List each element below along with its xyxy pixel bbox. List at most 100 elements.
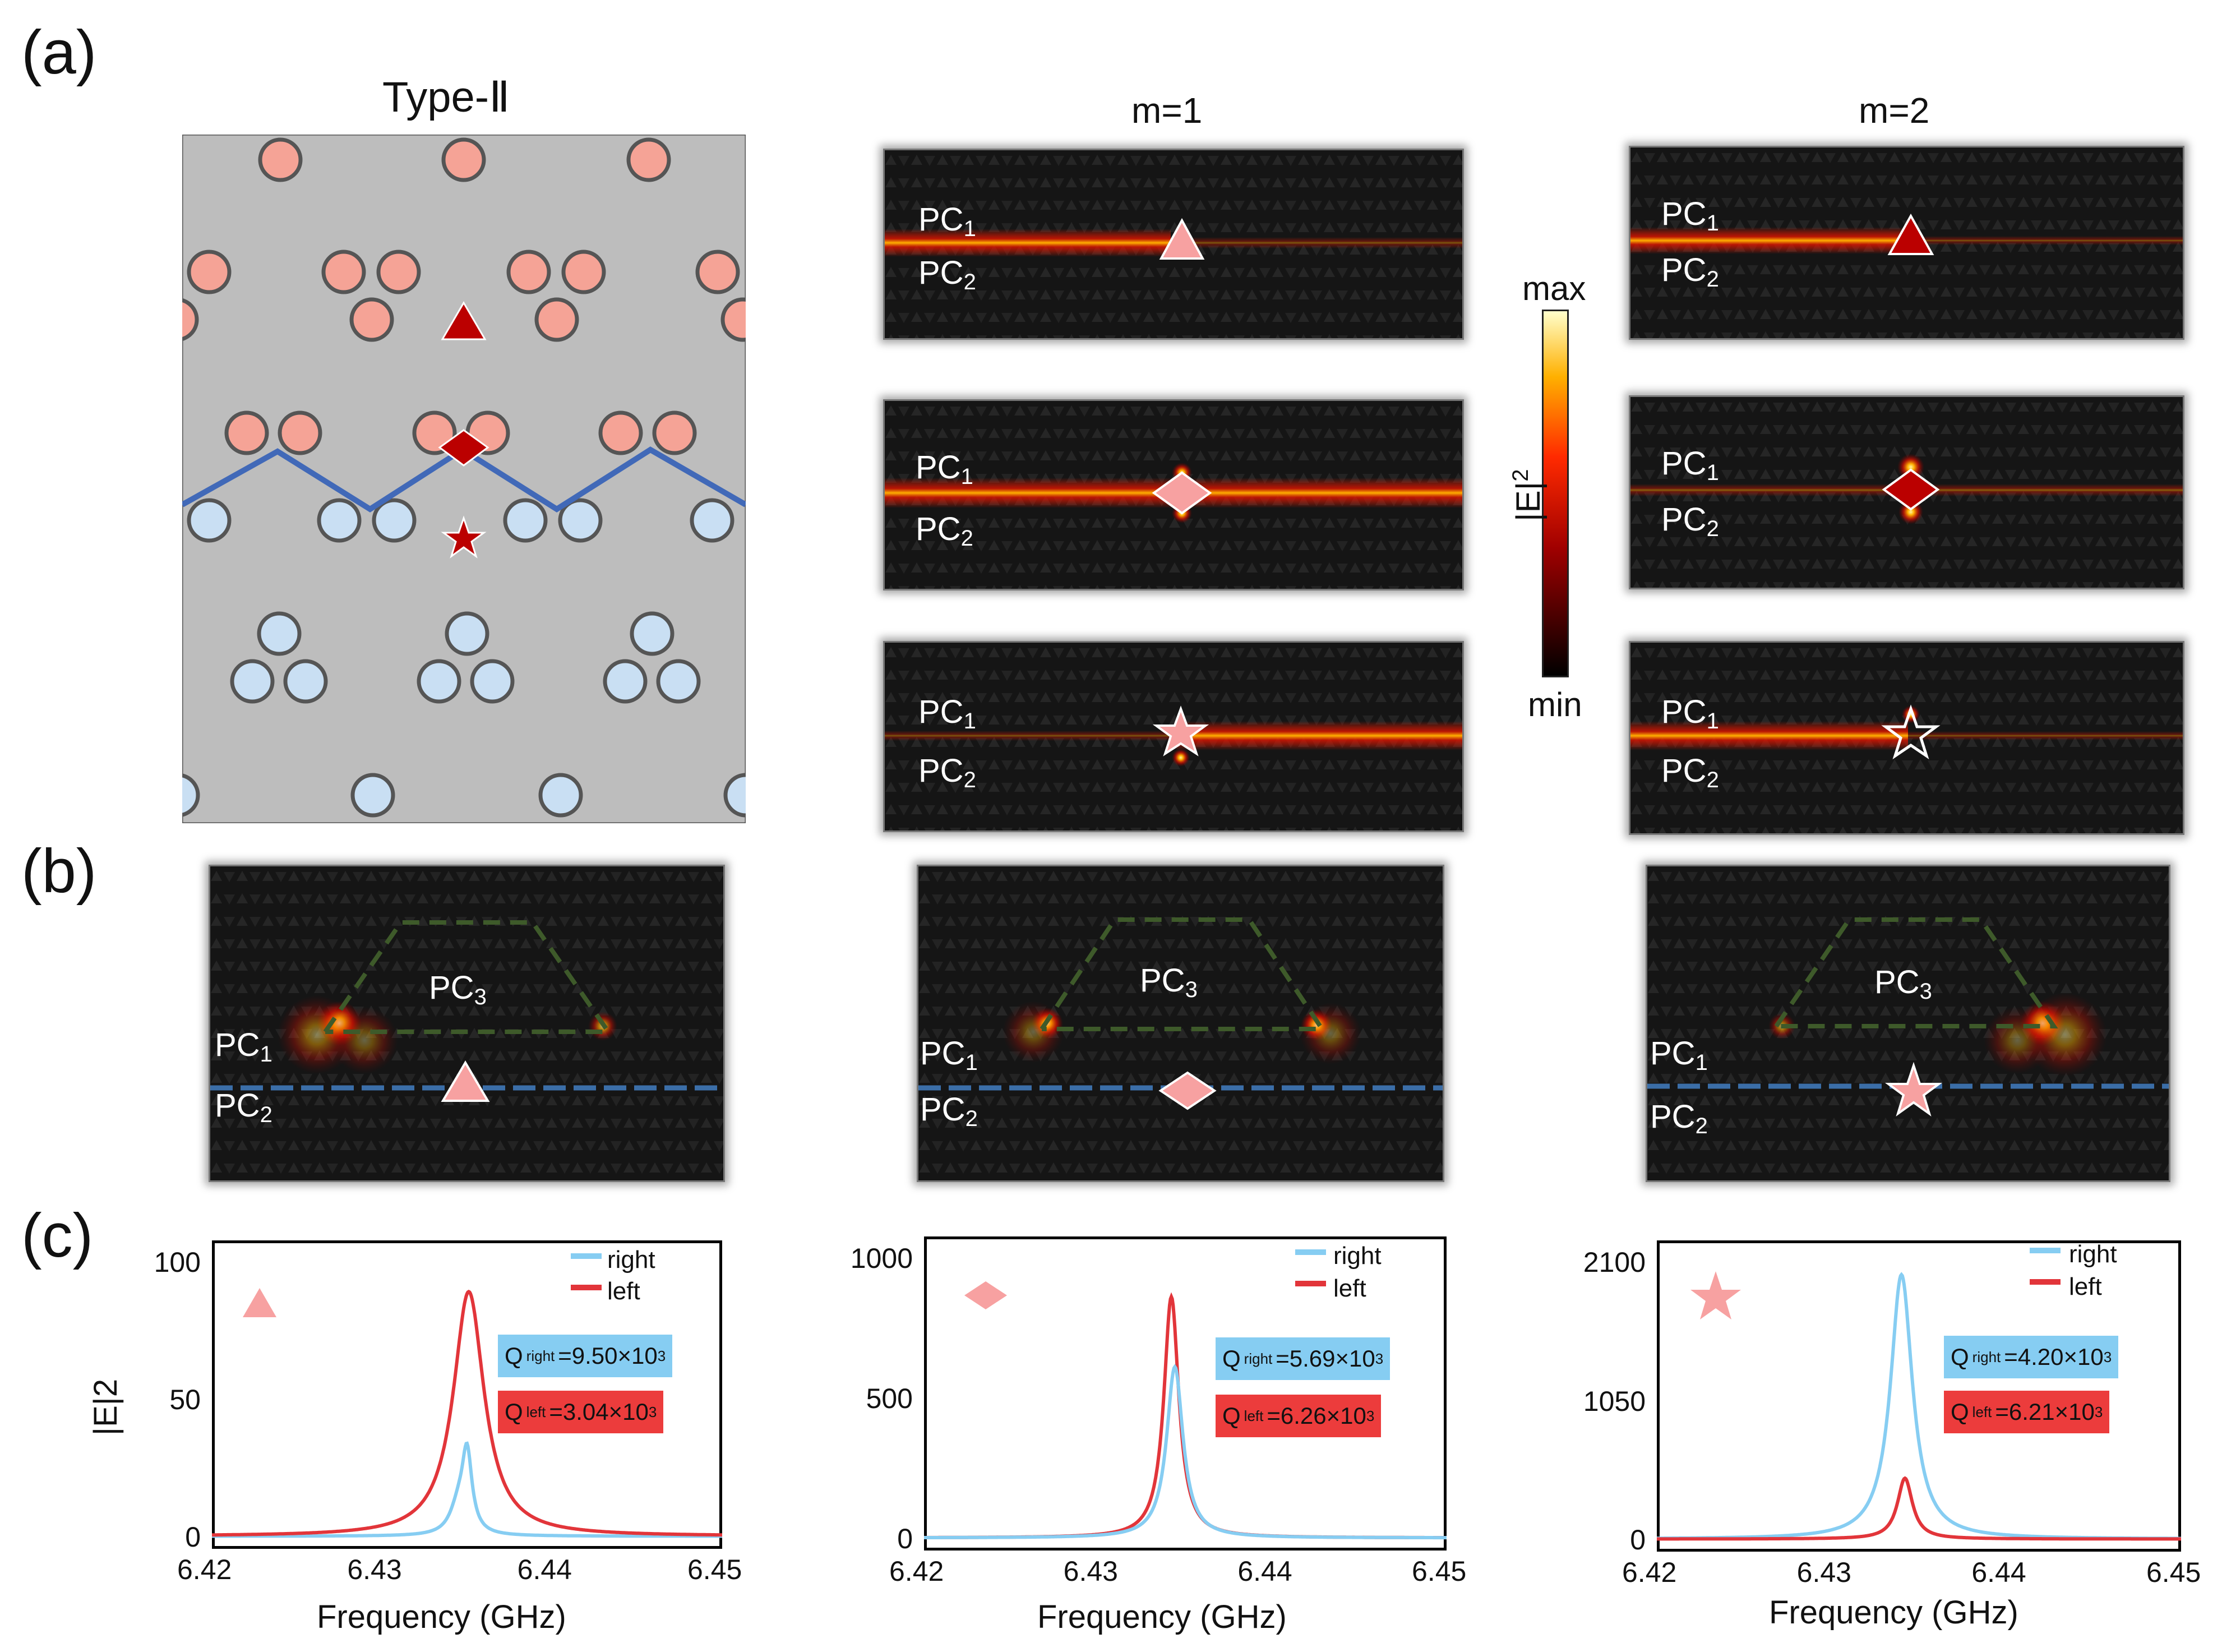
x-tick-label: 6.43: [347, 1554, 402, 1585]
star-marker: [441, 515, 487, 559]
panel-label-c: (c): [21, 1201, 94, 1270]
y-tick-label: 0: [1630, 1524, 1646, 1556]
triangle-marker: [441, 1060, 490, 1102]
lattice-schematic-svg: [181, 133, 747, 824]
x-tick-label: 6.45: [1412, 1556, 1467, 1587]
type-title: Type-Ⅱ: [382, 73, 510, 121]
pc3-region-outline: [1774, 917, 2058, 1028]
pc1-label: PC1: [215, 1027, 272, 1067]
field-b-diamond: PC3 PC1 PC2: [917, 865, 1444, 1182]
star-marker: [1152, 705, 1209, 756]
field-b-triangle: PC3 PC1 PC2: [209, 865, 725, 1182]
legend-left-label: left: [2069, 1273, 2102, 1300]
series-right-line: [924, 1364, 1447, 1540]
panel-label-b: (b): [21, 837, 97, 906]
pc1-label: PC1: [920, 1035, 978, 1075]
col-title-m2: m=2: [1859, 90, 1930, 131]
x-tick-label: 6.42: [177, 1554, 232, 1585]
plot-frame: [923, 1236, 1447, 1551]
star-marker: [1690, 1271, 1741, 1319]
diamond-marker: [1152, 471, 1212, 515]
field-m2-triangle: PC1 PC2: [1629, 146, 2184, 340]
series-left-line: [212, 1289, 722, 1537]
colorbar-label: |E|2: [1508, 469, 1547, 522]
chart-y-label: |E|2: [87, 1378, 124, 1436]
x-tick-label: 6.42: [889, 1556, 944, 1587]
y-tick-label: 100: [154, 1247, 201, 1278]
series-right-line: [212, 1441, 722, 1538]
star-marker: [1881, 704, 1941, 760]
pc3-label: PC3: [1874, 964, 1932, 1004]
legend-right-label: right: [607, 1246, 655, 1273]
blue-rods: [182, 498, 746, 818]
chart-star-xlabel: Frequency (GHz): [1769, 1594, 2018, 1631]
pc3-region-outline: [323, 920, 613, 1034]
y-tick-label: 1000: [850, 1243, 913, 1274]
legend-left-label: left: [1333, 1275, 1366, 1302]
pink-rods: [182, 137, 746, 455]
pc2-label: PC2: [1650, 1099, 1708, 1138]
pc2-label: PC2: [1661, 753, 1719, 792]
diamond-marker: [1882, 468, 1940, 511]
colorbar-max: max: [1522, 270, 1586, 307]
x-tick-label: 6.45: [2146, 1557, 2201, 1588]
chart-diamond-xlabel: Frequency (GHz): [1037, 1599, 1287, 1635]
x-tick-label: 6.44: [1237, 1556, 1292, 1587]
pc2-label: PC2: [918, 753, 976, 792]
pc2-label: PC2: [215, 1087, 272, 1127]
x-tick-label: 6.43: [1063, 1556, 1118, 1587]
pc2-label: PC2: [916, 511, 973, 551]
x-tick-label: 6.43: [1796, 1557, 1851, 1588]
panel-label-a: (a): [21, 18, 97, 87]
y-tick-label: 0: [185, 1521, 201, 1553]
x-tick-label: 6.42: [1622, 1557, 1677, 1588]
pc1-label: PC1: [916, 449, 973, 489]
series-left-line: [1657, 1476, 2181, 1541]
pc2-label: PC2: [918, 255, 976, 294]
y-tick-label: 1050: [1583, 1385, 1646, 1417]
field-b-star: PC3 PC1 PC2: [1646, 865, 2170, 1182]
field-m1-triangle: PC1 PC2: [883, 149, 1464, 340]
triangle-marker: [243, 1288, 276, 1317]
field-m1-diamond: PC1 PC2: [883, 399, 1464, 590]
x-tick-label: 6.45: [687, 1554, 742, 1585]
pc1-label: PC1: [1661, 445, 1719, 485]
legend-left-label: left: [607, 1277, 640, 1305]
colorbar: [1542, 310, 1569, 677]
chart-star-svg: [1656, 1240, 2182, 1552]
triangle-marker: [1159, 218, 1205, 260]
legend-right-label: right: [2069, 1240, 2117, 1268]
plot-frame: [1656, 1240, 2182, 1552]
pc2-label: PC2: [920, 1091, 978, 1131]
pc2-label: PC2: [1661, 252, 1719, 292]
diamond-marker: [964, 1281, 1007, 1309]
diamond-marker: [1158, 1071, 1217, 1110]
chart-triangle-svg: [211, 1240, 723, 1549]
y-tick-label: 500: [866, 1383, 913, 1414]
y-tick-label: 2100: [1583, 1247, 1646, 1278]
pc1-label: PC1: [1661, 196, 1719, 236]
field-m1-star: PC1 PC2: [883, 641, 1464, 832]
col-title-m1: m=1: [1131, 90, 1203, 131]
triangle-marker: [441, 301, 487, 340]
field-m2-diamond: PC1 PC2: [1629, 395, 2184, 589]
plot-frame: [211, 1240, 723, 1549]
x-tick-label: 6.44: [1971, 1557, 2026, 1588]
chart-triangle-xlabel: Frequency (GHz): [317, 1599, 566, 1635]
triangle-marker: [1887, 213, 1934, 255]
pc1-label: PC1: [1661, 694, 1719, 733]
type-ii-schematic: [181, 133, 747, 824]
colorbar-min: min: [1528, 686, 1582, 723]
x-tick-label: 6.44: [517, 1554, 572, 1585]
pc1-label: PC1: [918, 201, 976, 241]
pc3-label: PC3: [429, 970, 487, 1009]
legend-right-label: right: [1333, 1242, 1382, 1270]
